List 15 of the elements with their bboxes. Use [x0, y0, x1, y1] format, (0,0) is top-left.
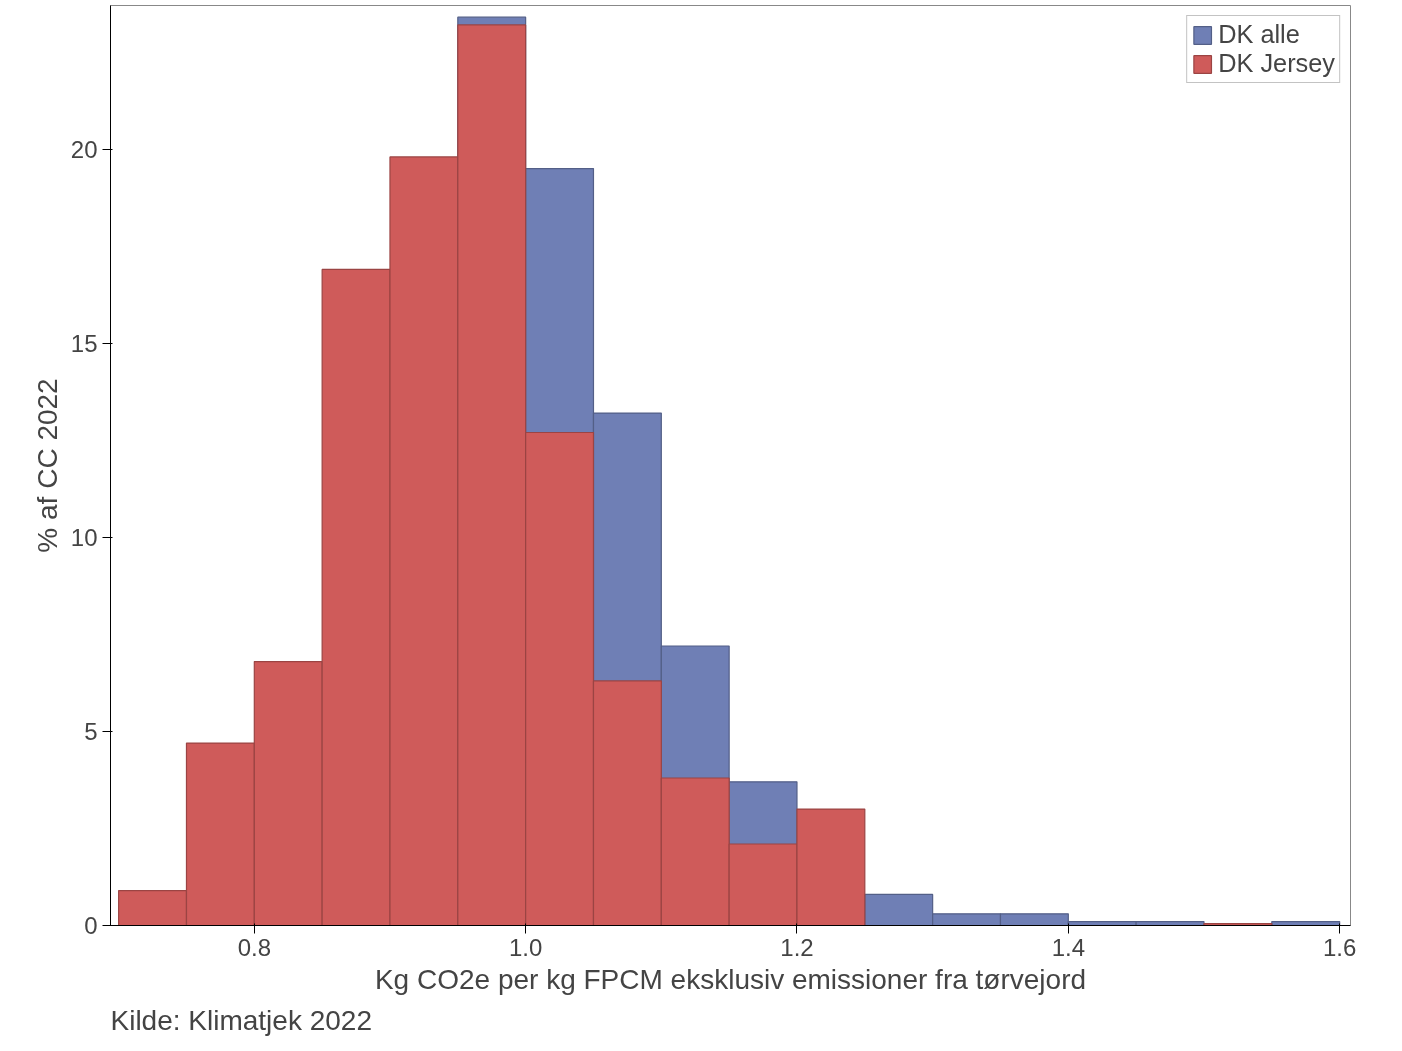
text: Kilde: Klimatjek 2022	[110, 1004, 372, 1036]
y-tick-label: 20	[70, 135, 98, 163]
x-axis-title: Kg CO2e per kg FPCM eksklusiv emissioner fra tørvejord	[374, 963, 1087, 995]
y-tick-label: 5	[84, 717, 98, 745]
y-axis-title: % af CC 2022	[31, 378, 63, 553]
y-tick-label: 0	[84, 912, 98, 939]
x-tick-label: 1.0	[508, 933, 543, 961]
y-tick-label: 15	[70, 329, 98, 357]
x-tick-label: 1.2	[780, 933, 814, 961]
x-tick-label: 1.6	[1322, 933, 1357, 961]
x-tick-label: 0.8	[237, 933, 271, 961]
y-tick-label: 10	[70, 523, 98, 551]
legend-label: DK Jersey	[1218, 49, 1335, 78]
x-tick-label: 1.4	[1051, 933, 1086, 961]
legend-label: DK alle	[1218, 20, 1300, 49]
